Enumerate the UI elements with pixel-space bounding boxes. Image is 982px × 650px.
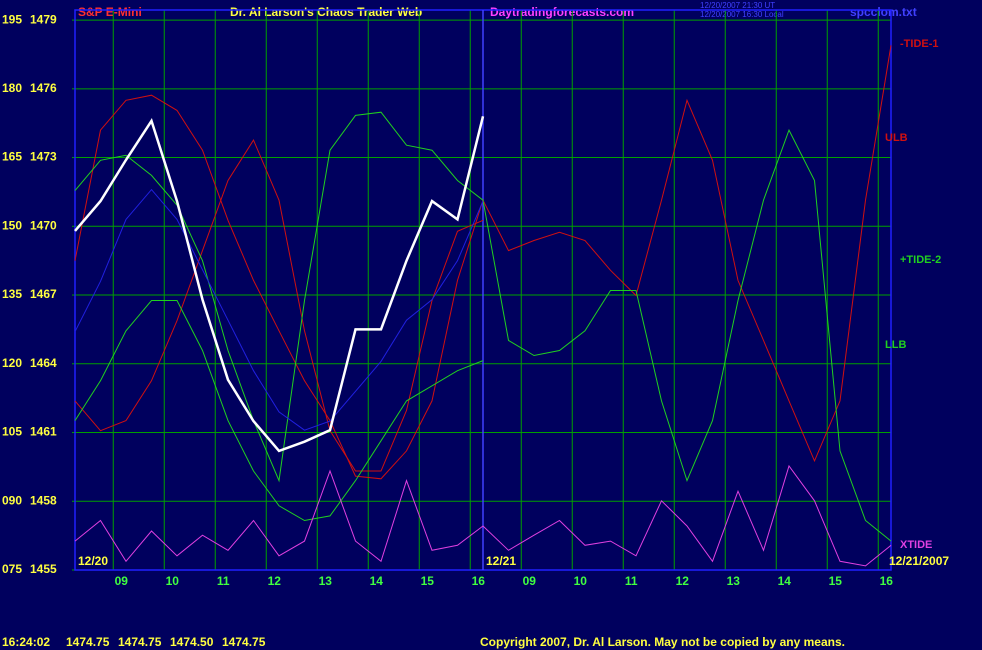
instrument: S&P E-Mini: [78, 5, 142, 19]
x-tick-label: 12: [676, 574, 690, 588]
y2-tick-label: 1476: [30, 81, 57, 95]
legend-entry: XTIDE: [900, 539, 932, 551]
legend-entry: +TIDE-2: [900, 254, 941, 266]
date-label: 12/21/2007: [889, 554, 949, 568]
y2-tick-label: 1461: [30, 425, 57, 439]
y2-tick-label: 1473: [30, 150, 57, 164]
y-tick-label: 195: [2, 12, 22, 26]
y-tick-label: 165: [2, 150, 22, 164]
x-tick-label: 14: [370, 574, 384, 588]
x-tick-label: 15: [421, 574, 435, 588]
footer-quote: 1474.75: [222, 635, 266, 649]
y2-tick-label: 1455: [30, 562, 57, 576]
legend-entry: LLB: [885, 339, 906, 351]
series-line: [74, 115, 485, 453]
date-label: 12/20: [78, 554, 108, 568]
y2-tick-label: 1470: [30, 218, 57, 232]
footer-quote: 1474.75: [66, 635, 110, 649]
x-tick-label: 16: [472, 574, 486, 588]
legend-entry: ULB: [885, 132, 908, 144]
y-tick-label: 150: [2, 218, 22, 232]
date-label: 12/21: [486, 554, 516, 568]
footer-time: 16:24:02: [2, 635, 50, 649]
x-tick-label: 09: [523, 574, 537, 588]
y-tick-label: 180: [2, 81, 22, 95]
series-line: [74, 464, 892, 567]
x-tick-label: 14: [778, 574, 792, 588]
copyright: Copyright 2007, Dr. Al Larson. May not b…: [480, 635, 845, 649]
x-tick-label: 13: [319, 574, 333, 588]
series-line: [74, 188, 484, 431]
chart-title: Dr. Al Larson's Chaos Trader Web: [230, 5, 422, 19]
y-tick-label: 075: [2, 562, 22, 576]
x-tick-label: 12: [268, 574, 282, 588]
x-tick-label: 13: [727, 574, 741, 588]
y-tick-label: 135: [2, 287, 22, 301]
x-tick-label: 10: [166, 574, 180, 588]
site: Daytradingforecasts.com: [490, 5, 634, 19]
y2-tick-label: 1464: [30, 356, 57, 370]
file-name: spcclom.txt: [850, 5, 917, 19]
y-tick-label: 105: [2, 425, 22, 439]
y2-tick-label: 1479: [30, 12, 57, 26]
x-tick-label: 09: [115, 574, 129, 588]
x-tick-label: 16: [880, 574, 894, 588]
series-line: [74, 139, 484, 472]
legend-entry: -TIDE-1: [900, 38, 939, 50]
y-tick-label: 120: [2, 356, 22, 370]
y2-tick-label: 1467: [30, 287, 57, 301]
time-ut: 12/20/2007 21:30 UT: [700, 1, 775, 10]
x-tick-label: 10: [574, 574, 588, 588]
series-line: [74, 111, 892, 542]
x-tick-label: 15: [829, 574, 843, 588]
y2-tick-label: 1458: [30, 493, 57, 507]
x-tick-label: 11: [217, 574, 230, 588]
footer-quote: 1474.50: [170, 635, 214, 649]
x-tick-label: 11: [625, 574, 638, 588]
time-local: 12/20/2007 16:30 Local: [700, 10, 784, 19]
footer-quote: 1474.75: [118, 635, 162, 649]
series-line: [74, 300, 484, 522]
y-tick-label: 090: [2, 493, 22, 507]
